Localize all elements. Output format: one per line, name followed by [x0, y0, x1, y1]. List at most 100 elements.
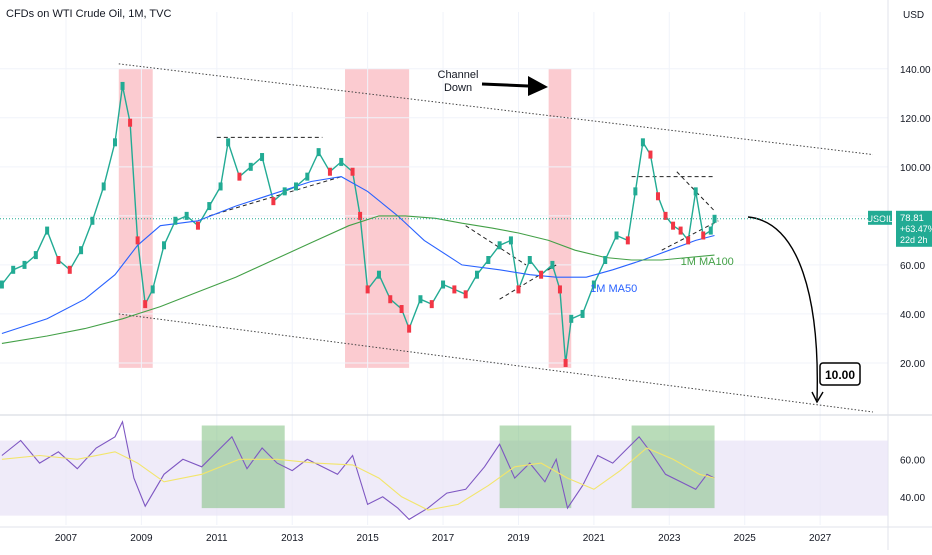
price-point[interactable]	[452, 285, 457, 294]
price-point[interactable]	[327, 167, 332, 176]
price-point[interactable]	[365, 285, 370, 294]
price-points	[0, 81, 717, 367]
price-point[interactable]	[162, 241, 167, 250]
rising-support-line-2	[499, 264, 557, 300]
price-point[interactable]	[79, 246, 84, 255]
price-point[interactable]	[184, 211, 189, 220]
price-point[interactable]	[399, 305, 404, 314]
price-point[interactable]	[90, 216, 95, 225]
price-point[interactable]	[260, 153, 265, 162]
price-point[interactable]	[678, 226, 683, 235]
price-point[interactable]	[663, 211, 668, 220]
price-point[interactable]	[195, 221, 200, 230]
red-zone-2	[345, 68, 410, 368]
rising-support-line	[209, 176, 342, 217]
price-point[interactable]	[516, 285, 521, 294]
price-point[interactable]	[591, 280, 596, 289]
price-point[interactable]	[539, 270, 544, 279]
price-point[interactable]	[655, 192, 660, 201]
price-point[interactable]	[128, 118, 133, 127]
price-point[interactable]	[563, 358, 568, 367]
y-tick-label: 20.00	[900, 359, 925, 370]
ma100-label: 1M MA100	[681, 256, 734, 268]
price-point[interactable]	[474, 270, 479, 279]
price-point[interactable]	[226, 138, 231, 147]
falling-resistance-line-2	[676, 171, 715, 212]
price-point[interactable]	[135, 236, 140, 245]
price-point[interactable]	[693, 187, 698, 196]
price-point[interactable]	[614, 231, 619, 240]
price-point[interactable]	[429, 300, 434, 309]
price-point[interactable]	[388, 295, 393, 304]
price-point[interactable]	[45, 226, 50, 235]
price-point[interactable]	[316, 148, 321, 157]
price-countdown-label: 22d 2h	[900, 235, 928, 245]
price-point[interactable]	[282, 187, 287, 196]
price-point[interactable]	[101, 182, 106, 191]
price-point[interactable]	[640, 138, 645, 147]
price-point[interactable]	[294, 182, 298, 191]
price-point[interactable]	[508, 236, 513, 245]
price-point[interactable]	[113, 138, 118, 147]
price-point[interactable]	[671, 221, 676, 230]
price-point[interactable]	[218, 182, 223, 191]
rsi-pane	[0, 420, 888, 521]
price-point[interactable]	[67, 265, 72, 274]
price-point[interactable]	[33, 251, 38, 260]
x-tick-label: 2011	[206, 533, 228, 544]
price-point[interactable]	[580, 309, 585, 318]
price-point[interactable]	[120, 81, 125, 90]
price-point[interactable]	[708, 226, 713, 235]
price-point[interactable]	[0, 280, 4, 289]
price-point[interactable]	[376, 270, 381, 279]
price-point[interactable]	[527, 256, 532, 264]
price-point[interactable]	[150, 285, 155, 294]
x-tick-label: 2021	[583, 533, 606, 544]
price-point[interactable]	[550, 260, 555, 269]
rsi-green-zone-2	[499, 425, 572, 509]
price-point[interactable]	[648, 150, 653, 159]
price-point[interactable]	[497, 241, 502, 250]
price-point[interactable]	[557, 285, 562, 294]
price-point[interactable]	[339, 157, 344, 166]
price-point[interactable]	[603, 256, 608, 264]
price-point[interactable]	[143, 300, 148, 309]
y-tick-label: 120.00	[900, 114, 931, 125]
price-point[interactable]	[625, 236, 630, 245]
price-point[interactable]	[207, 202, 212, 211]
price-point[interactable]	[407, 324, 412, 333]
target-label: 10.00	[825, 368, 855, 382]
channel-lines	[118, 63, 873, 413]
price-point[interactable]	[633, 187, 638, 196]
highlight-zones	[118, 68, 572, 368]
rsi-y-tick-label: 60.00	[900, 455, 925, 466]
price-point[interactable]	[569, 314, 574, 323]
price-point[interactable]	[271, 197, 276, 206]
symbol-tag	[868, 210, 892, 225]
price-tag	[896, 210, 932, 247]
target-box	[819, 362, 861, 386]
price-point[interactable]	[441, 280, 446, 289]
price-point[interactable]	[22, 260, 27, 269]
price-point[interactable]	[305, 172, 310, 181]
price-point[interactable]	[237, 172, 242, 181]
price-point[interactable]	[11, 265, 16, 274]
price-point[interactable]	[358, 211, 363, 220]
price-point[interactable]	[686, 236, 691, 245]
price-point[interactable]	[701, 231, 706, 240]
price-point[interactable]	[350, 167, 355, 176]
price-point[interactable]	[173, 216, 178, 225]
x-tick-label: 2027	[809, 533, 832, 544]
x-tick-label: 2017	[432, 533, 455, 544]
rsi-green-zone-1	[201, 425, 285, 509]
price-point[interactable]	[56, 256, 61, 264]
price-point[interactable]	[463, 290, 468, 299]
price-point[interactable]	[486, 256, 491, 264]
price-point[interactable]	[248, 162, 253, 171]
price-point[interactable]	[418, 295, 423, 304]
x-tick-label: 2019	[507, 533, 530, 544]
channel-label: Channel	[438, 69, 479, 81]
